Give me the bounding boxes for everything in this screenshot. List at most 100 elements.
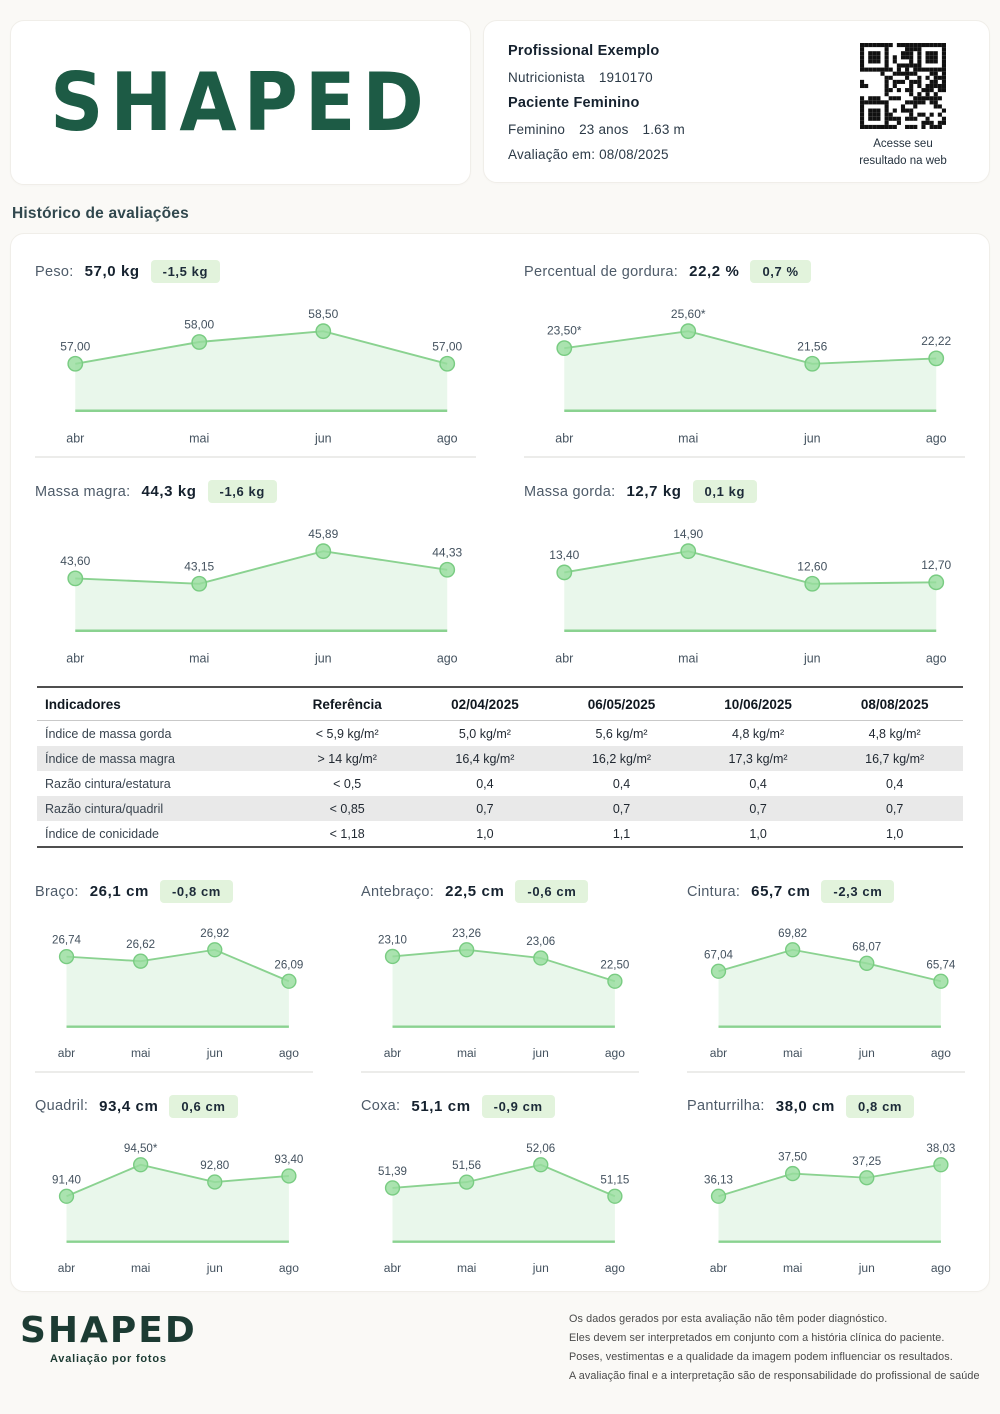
patient-height: 1.63 m [642, 121, 685, 137]
line-chart: 57,00 abr 58,00 mai 58,50 jun 57,00 ago [35, 289, 476, 450]
svg-text:43,15: 43,15 [184, 559, 214, 573]
svg-text:abr: abr [555, 651, 573, 665]
svg-text:ago: ago [279, 1046, 299, 1060]
svg-text:26,92: 26,92 [200, 928, 229, 940]
svg-text:abr: abr [384, 1046, 401, 1060]
chart-title: Antebraço: [361, 883, 435, 900]
svg-text:51,39: 51,39 [378, 1166, 407, 1178]
table-cell: 16,2 kg/m² [591, 751, 652, 766]
chart-title: Massa magra: [35, 483, 131, 500]
row-divider [11, 452, 989, 459]
svg-text:37,50: 37,50 [778, 1151, 807, 1163]
chart-delta-badge: -2,3 cm [821, 880, 895, 904]
line-chart: 23,50* abr 25,60* mai 21,56 jun 22,22 ago [524, 289, 965, 450]
indicators-section: Indicadores Referência 02/04/2025 06/05/202… [37, 686, 963, 849]
table-cell: 5,6 kg/m² [595, 726, 648, 741]
svg-text:52,06: 52,06 [526, 1143, 555, 1155]
table-cell: 4,8 kg/m² [732, 726, 785, 741]
svg-text:abr: abr [710, 1261, 727, 1275]
svg-text:94,50*: 94,50* [124, 1143, 158, 1155]
professional-info: Profissional Exemplo Nutricionista 19101… [508, 41, 839, 166]
svg-text:22,22: 22,22 [921, 334, 951, 348]
chart-current-value: 38,0 cm [775, 1097, 835, 1115]
svg-text:abr: abr [66, 651, 84, 665]
table-cell: 0,4 [885, 776, 904, 791]
svg-text:65,74: 65,74 [926, 959, 956, 971]
svg-text:92,80: 92,80 [200, 1160, 229, 1172]
svg-text:ago: ago [605, 1046, 625, 1060]
disclaimer-line: A avaliação final e a interpretação são … [569, 1370, 980, 1383]
table-cell: 0,4 [612, 776, 631, 791]
svg-text:26,09: 26,09 [274, 959, 303, 971]
svg-text:26,62: 26,62 [126, 939, 155, 951]
patient-age: 23 anos [579, 121, 629, 137]
svg-text:45,89: 45,89 [308, 527, 338, 541]
table-cell: < 0,85 [329, 801, 365, 816]
table-cell: > 14 kg/m² [317, 751, 377, 766]
svg-text:mai: mai [678, 651, 698, 665]
svg-text:jun: jun [858, 1261, 875, 1275]
svg-text:68,07: 68,07 [852, 941, 881, 953]
chart-antebraco: Antebraço: 22,5 cm -0,6 cm 23,10 abr 23,26… [337, 858, 663, 1067]
footer-logo-block: SHAPED Avaliação por fotos [16, 1310, 197, 1365]
table-cell: 17,3 kg/m² [728, 751, 788, 766]
svg-text:58,00: 58,00 [184, 318, 214, 332]
table-row: Índice de conicidade < 1,18 1,0 1,1 1,0 1,0 [37, 821, 963, 847]
svg-text:jun: jun [532, 1046, 549, 1060]
table-header-cell: 02/04/2025 [416, 687, 554, 722]
patient-details: Feminino 23 anos 1.63 m [508, 122, 839, 137]
line-chart: 13,40 abr 14,90 mai 12,60 jun 12,70 ago [524, 509, 965, 670]
header: SHAPED Profissional Exemplo Nutricionist… [10, 20, 990, 185]
patient-label: Paciente Feminino [508, 95, 640, 111]
chart-current-value: 93,4 cm [99, 1097, 159, 1115]
disclaimer-line: Os dados gerados por esta avaliação não … [569, 1313, 888, 1326]
chart-current-value: 12,7 kg [626, 483, 682, 501]
chart-percentual-gordura: Percentual de gordura: 22,2 % 0,7 % 23,5… [500, 238, 989, 452]
chart-peso: Peso: 57,0 kg -1,5 kg 57,00 abr 58,00 mai 58… [11, 238, 500, 452]
table-cell: 0,7 [885, 801, 904, 816]
brand-logo-card: SHAPED [10, 20, 471, 185]
svg-text:jun: jun [314, 431, 332, 445]
line-chart: 36,13 abr 37,50 mai 37,25 jun 38,03 ago [687, 1124, 965, 1280]
chart-delta-badge: 0,6 cm [169, 1094, 238, 1118]
chart-title: Coxa: [361, 1098, 401, 1115]
table-cell: < 0,5 [333, 776, 362, 791]
chart-coxa: Coxa: 51,1 cm -0,9 cm 51,39 abr 51,56 mai 52… [337, 1073, 663, 1282]
svg-text:69,82: 69,82 [778, 928, 807, 940]
chart-current-value: 22,5 cm [445, 883, 505, 901]
table-row: Razão cintura/estatura < 0,5 0,4 0,4 0,4 0,4 [37, 771, 963, 796]
svg-text:23,06: 23,06 [526, 936, 555, 948]
table-header-cell: Indicadores [37, 687, 278, 722]
table-row: Índice de massa magra > 14 kg/m² 16,4 kg/m… [37, 746, 963, 772]
charts-row-4: Quadril: 93,4 cm 0,6 cm 91,40 abr 94,50* ma… [11, 1073, 989, 1282]
table-cell: 0,7 [749, 801, 767, 816]
charts-row-3: Braço: 26,1 cm -0,8 cm 26,74 abr 26,62 mai 2… [11, 858, 989, 1067]
svg-text:jun: jun [532, 1261, 549, 1275]
chart-current-value: 44,3 kg [141, 483, 197, 501]
chart-cintura: Cintura: 65,7 cm -2,3 cm 67,04 abr 69,82 ma… [663, 858, 989, 1067]
chart-massa-magra: Massa magra: 44,3 kg -1,6 kg 43,60 abr 43,… [11, 458, 500, 672]
chart-quadril: Quadril: 93,4 cm 0,6 cm 91,40 abr 94,50* ma… [11, 1073, 337, 1282]
professional-id: 1910170 [598, 69, 653, 85]
qr-caption: Acesse seu resultado na web [859, 138, 947, 167]
svg-text:abr: abr [710, 1046, 727, 1060]
table-header-cell: 06/05/2025 [553, 687, 690, 722]
footer-logo-subtitle: Avaliação por fotos [49, 1353, 167, 1366]
footer-logo: SHAPED [20, 1310, 197, 1352]
disclaimer-line: Poses, vestimentas e a qualidade da imag… [569, 1351, 953, 1364]
svg-text:13,40: 13,40 [549, 548, 579, 562]
svg-text:91,40: 91,40 [52, 1174, 81, 1186]
table-cell: 0,7 [476, 801, 494, 816]
table-header-row: Indicadores Referência 02/04/2025 06/05/202… [37, 687, 963, 722]
chart-title: Panturrilha: [687, 1098, 765, 1115]
table-cell: Razão cintura/estatura [45, 776, 171, 791]
svg-text:ago: ago [605, 1261, 625, 1275]
svg-text:ago: ago [931, 1261, 951, 1275]
svg-text:mai: mai [457, 1046, 476, 1060]
table-cell: 0,4 [476, 776, 494, 791]
svg-text:ago: ago [931, 1046, 951, 1060]
chart-delta-badge: -1,6 kg [207, 480, 277, 504]
svg-text:12,60: 12,60 [797, 559, 827, 573]
chart-delta-badge: 0,7 % [750, 260, 811, 283]
svg-text:jun: jun [803, 651, 821, 665]
